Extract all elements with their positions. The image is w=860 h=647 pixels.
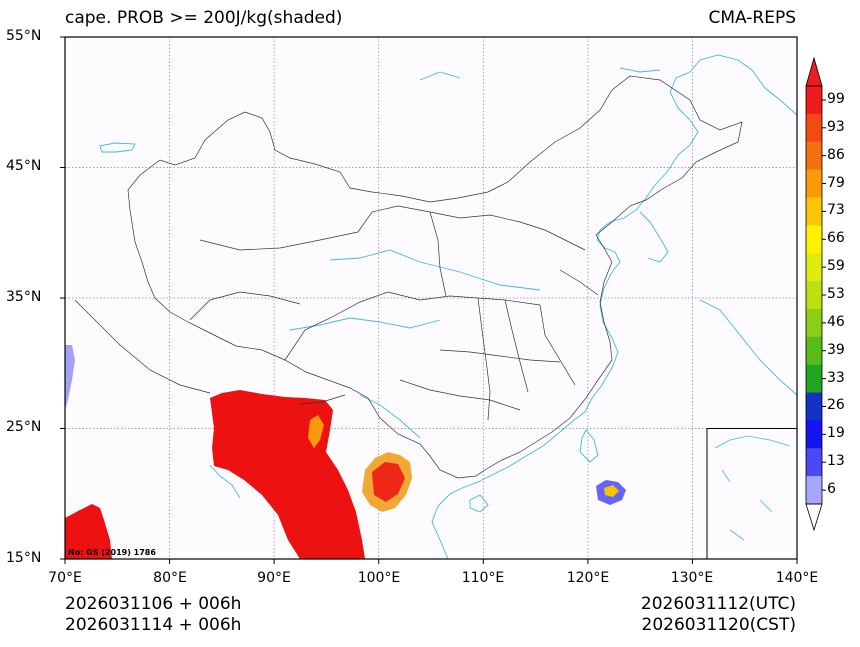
- colorbar-level-label: 33: [827, 369, 845, 386]
- colorbar-level-label: 19: [827, 425, 845, 442]
- colorbar-level-label: 93: [827, 118, 845, 135]
- shade-arabian-sea: [65, 504, 112, 559]
- map-title: cape. PROB >= 200J/kg(shaded): [65, 8, 343, 28]
- lat-label-25: 25°N: [6, 419, 42, 435]
- colorbar-level-label: 46: [827, 313, 845, 330]
- colorbar-extend-min: [805, 503, 823, 532]
- colorbar-swatch: [806, 420, 822, 449]
- colorbar-level-label: 73: [827, 202, 845, 219]
- valid-time-utc: 2026031112(UTC): [640, 594, 796, 614]
- coastlines: [99, 54, 798, 560]
- colorbar-level-label: 99: [827, 90, 845, 107]
- colorbar-swatch: [806, 364, 822, 393]
- colorbar-level-label: 39: [827, 341, 845, 358]
- lon-label-110: 110°E: [461, 570, 505, 586]
- china-outline: [127, 75, 743, 479]
- init-time-cst: 2026031114 + 006h: [65, 615, 242, 635]
- axis-ticks: [60, 36, 798, 564]
- colorbar-swatch: [806, 476, 822, 505]
- valid-time-cst: 2026031120(CST): [641, 615, 796, 635]
- colorbar-level-label: 13: [827, 453, 845, 470]
- lat-label-55: 55°N: [6, 28, 42, 44]
- lon-label-70: 70°E: [48, 570, 82, 586]
- shade-bay-of-bengal: [210, 390, 365, 559]
- colorbar-level-label: 66: [827, 230, 845, 247]
- colorbar-level-label: 6: [827, 481, 836, 498]
- south-china-sea-inset: [706, 428, 798, 560]
- lon-label-90: 90°E: [257, 570, 291, 586]
- lat-label-35: 35°N: [6, 289, 42, 305]
- lat-label-45: 45°N: [6, 158, 42, 174]
- shade-indochina-core: [372, 462, 405, 502]
- colorbar-swatch: [806, 86, 822, 115]
- colorbar-swatch: [806, 253, 822, 282]
- boundaries: [74, 75, 743, 479]
- colorbar-swatch: [806, 392, 822, 421]
- lat-label-15: 15°N: [6, 550, 42, 566]
- colorbar-frame: [805, 85, 823, 505]
- colorbar-level-label: 79: [827, 174, 845, 191]
- colorbar-swatch: [806, 225, 822, 254]
- model-name: CMA-REPS: [708, 8, 796, 28]
- colorbar-swatch: [806, 281, 822, 310]
- lon-label-130: 130°E: [670, 570, 714, 586]
- colorbar-swatch: [806, 141, 822, 170]
- colorbar-level-label: 26: [827, 397, 845, 414]
- lon-label-100: 100°E: [357, 570, 401, 586]
- colorbar-swatch: [806, 448, 822, 477]
- colorbar-level-label: 59: [827, 258, 845, 275]
- colorbar-level-label: 53: [827, 286, 845, 302]
- colorbar-swatch: [806, 197, 822, 226]
- colorbar-extend-max: [805, 56, 823, 87]
- init-time-utc: 2026031106 + 006h: [65, 594, 242, 614]
- colorbar-swatch: [806, 308, 822, 338]
- colorbar-swatch: [806, 169, 822, 198]
- colorbar: [805, 56, 826, 532]
- lon-label-80: 80°E: [153, 570, 187, 586]
- colorbar-swatch: [806, 113, 822, 143]
- lon-label-120: 120°E: [566, 570, 610, 586]
- shade-myanmar: [308, 415, 324, 448]
- probability-shading: [65, 345, 626, 559]
- shade-india-edge: [65, 345, 75, 410]
- approval-number: No: GS (2019) 1786: [68, 548, 156, 557]
- colorbar-level-label: 86: [827, 146, 845, 163]
- shade-philippine-core: [604, 485, 619, 497]
- lon-label-140: 140°E: [775, 570, 819, 586]
- colorbar-swatch: [806, 336, 822, 365]
